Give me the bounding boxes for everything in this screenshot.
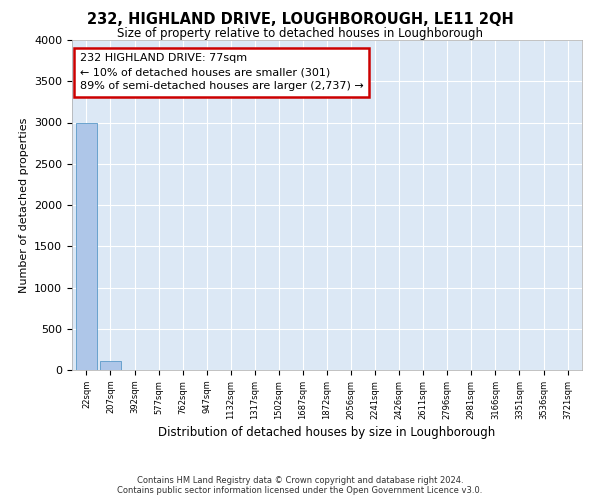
Bar — [100, 362, 121, 370]
X-axis label: Distribution of detached houses by size in Loughborough: Distribution of detached houses by size … — [158, 426, 496, 439]
Text: Size of property relative to detached houses in Loughborough: Size of property relative to detached ho… — [117, 28, 483, 40]
Y-axis label: Number of detached properties: Number of detached properties — [19, 118, 29, 292]
Text: Contains HM Land Registry data © Crown copyright and database right 2024.
Contai: Contains HM Land Registry data © Crown c… — [118, 476, 482, 495]
Text: 232, HIGHLAND DRIVE, LOUGHBOROUGH, LE11 2QH: 232, HIGHLAND DRIVE, LOUGHBOROUGH, LE11 … — [86, 12, 514, 28]
Bar — [76, 124, 97, 370]
Text: 232 HIGHLAND DRIVE: 77sqm
← 10% of detached houses are smaller (301)
89% of semi: 232 HIGHLAND DRIVE: 77sqm ← 10% of detac… — [80, 53, 364, 91]
